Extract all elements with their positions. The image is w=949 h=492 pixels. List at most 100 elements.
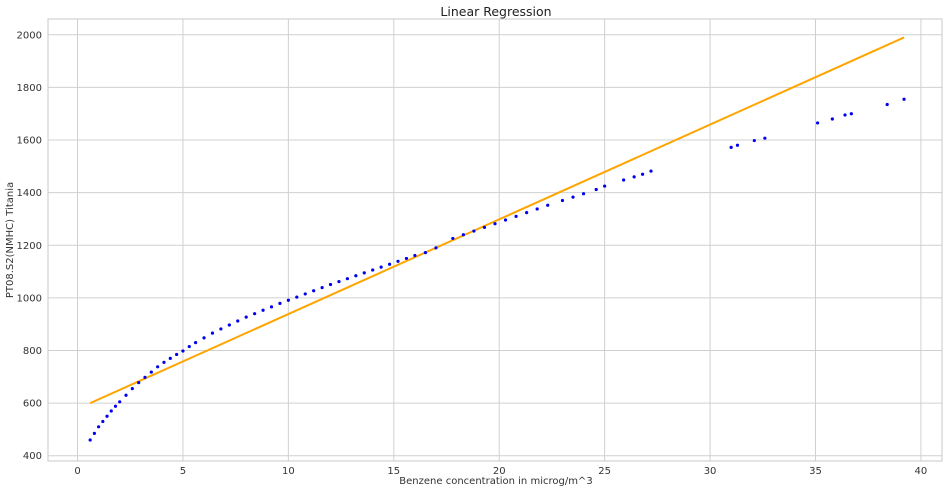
data-point — [404, 256, 409, 261]
data-point — [413, 253, 417, 258]
data-point — [303, 292, 307, 296]
data-point — [137, 380, 141, 385]
data-point — [423, 251, 428, 255]
data-point — [113, 404, 118, 408]
chart-title: Linear Regression — [440, 4, 551, 19]
data-point — [130, 387, 134, 391]
data-point — [227, 323, 231, 327]
x-tick-label: 30 — [704, 466, 717, 477]
data-point — [101, 419, 105, 424]
data-point — [379, 265, 383, 269]
data-point — [193, 341, 198, 345]
y-axis-ticks: 400 600 800 1000 1200 1400 1600 1800 2000 — [17, 30, 42, 462]
data-point — [493, 222, 497, 226]
data-point — [371, 268, 375, 272]
data-point — [535, 207, 539, 211]
regression-line-layer — [89, 36, 905, 405]
data-point — [118, 400, 122, 404]
data-point — [92, 431, 96, 435]
data-point — [312, 289, 316, 293]
data-point — [320, 286, 324, 290]
data-point — [295, 295, 299, 299]
y-tick-label: 600 — [23, 399, 42, 410]
data-point — [97, 425, 101, 429]
data-point — [219, 327, 223, 331]
y-tick-label: 800 — [23, 346, 42, 357]
data-point — [278, 301, 282, 306]
data-point — [337, 279, 341, 284]
x-tick-label: 35 — [809, 466, 822, 477]
data-point — [168, 356, 172, 360]
data-point — [181, 349, 185, 353]
data-point — [109, 409, 113, 413]
data-point — [88, 438, 92, 442]
data-point — [546, 203, 550, 207]
data-point — [328, 282, 333, 287]
data-point — [514, 214, 518, 218]
data-point — [752, 138, 756, 143]
x-tick-label: 0 — [74, 466, 80, 477]
x-axis-ticks: 0 5 10 15 20 25 30 35 40 — [74, 466, 927, 477]
x-tick-label: 20 — [493, 466, 506, 477]
data-point — [503, 218, 508, 222]
data-point — [156, 365, 160, 369]
x-tick-label: 25 — [598, 466, 611, 477]
data-point — [286, 298, 290, 302]
data-point — [269, 305, 274, 309]
x-axis-label: Benzene concentration in microg/m^3 — [399, 476, 592, 487]
scatter-points — [88, 97, 906, 442]
y-tick-label: 2000 — [17, 30, 42, 41]
data-point — [175, 352, 179, 357]
data-point — [387, 262, 392, 266]
data-point — [729, 145, 733, 149]
data-point — [345, 277, 350, 281]
data-point — [525, 211, 529, 215]
y-tick-label: 400 — [23, 451, 42, 462]
data-point — [354, 274, 358, 278]
plot-frame — [47, 18, 943, 462]
data-point — [472, 229, 476, 233]
data-point — [649, 169, 653, 173]
data-point — [849, 112, 853, 116]
y-tick-label: 1800 — [17, 83, 42, 94]
data-point — [885, 102, 889, 107]
x-tick-label: 10 — [282, 466, 295, 477]
data-point — [143, 375, 147, 379]
data-point — [735, 143, 740, 147]
grid-lines — [48, 19, 942, 461]
y-tick-label: 1600 — [17, 136, 42, 147]
data-point — [482, 225, 487, 229]
data-point — [434, 246, 438, 250]
x-tick-label: 40 — [915, 466, 928, 477]
data-point — [202, 336, 206, 340]
x-tick-label: 15 — [387, 466, 400, 477]
data-point — [162, 360, 166, 364]
data-point — [763, 136, 767, 140]
regression-line — [89, 36, 905, 405]
data-point — [571, 195, 575, 199]
data-point — [581, 192, 586, 196]
y-tick-label: 1400 — [17, 188, 42, 199]
y-tick-label: 1000 — [17, 293, 42, 304]
data-point — [560, 198, 565, 203]
data-point — [640, 172, 645, 176]
y-tick-label: 1200 — [17, 241, 42, 252]
data-point — [396, 259, 400, 263]
data-point — [461, 233, 465, 237]
data-point — [603, 184, 607, 188]
data-point — [451, 236, 455, 241]
data-point — [105, 414, 109, 418]
data-point — [253, 312, 257, 316]
x-tick-label: 5 — [180, 466, 186, 477]
data-point — [149, 370, 153, 374]
data-point — [236, 319, 240, 323]
data-point — [815, 121, 820, 125]
data-point — [362, 271, 366, 275]
data-point — [210, 331, 215, 335]
data-point — [902, 97, 906, 101]
data-point — [843, 113, 847, 117]
data-point — [622, 178, 626, 182]
data-point — [187, 344, 191, 349]
data-point — [632, 175, 636, 179]
